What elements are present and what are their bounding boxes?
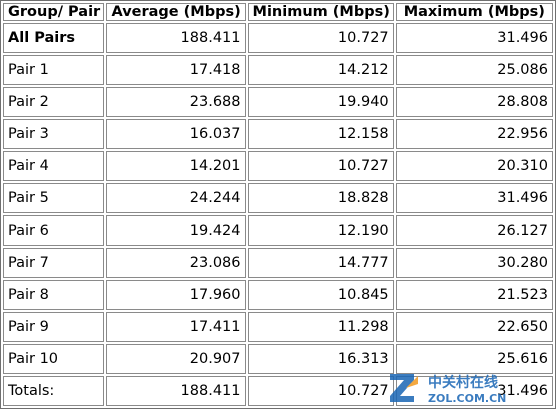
average-cell: 24.244 xyxy=(106,183,246,214)
average-cell: 14.201 xyxy=(106,151,246,182)
minimum-cell: 12.158 xyxy=(247,119,394,150)
table-row: Pair 10 20.907 16.313 25.616 xyxy=(3,343,553,374)
minimum-cell: 14.777 xyxy=(247,247,394,278)
minimum-cell: 19.940 xyxy=(247,87,394,118)
maximum-cell: 22.650 xyxy=(395,311,553,342)
average-cell: 17.960 xyxy=(106,279,246,310)
minimum-cell: 10.727 xyxy=(247,23,394,54)
row-label: Pair 6 xyxy=(3,215,105,246)
row-label: Pair 8 xyxy=(3,279,105,310)
average-cell: 17.411 xyxy=(106,311,246,342)
average-cell: 23.688 xyxy=(106,87,246,118)
maximum-cell: 22.956 xyxy=(395,119,553,150)
minimum-cell: 14.212 xyxy=(247,55,394,86)
table-row-all-pairs: All Pairs 188.411 10.727 31.496 xyxy=(3,23,553,54)
row-label: Pair 9 xyxy=(3,311,105,342)
average-cell: 16.037 xyxy=(106,119,246,150)
header-maximum: Maximum (Mbps) xyxy=(395,3,553,21)
minimum-cell: 10.727 xyxy=(247,375,394,406)
header-minimum: Minimum (Mbps) xyxy=(247,3,394,21)
maximum-cell: 31.496 xyxy=(395,23,553,54)
maximum-cell: 20.310 xyxy=(395,151,553,182)
row-label: Pair 7 xyxy=(3,247,105,278)
minimum-cell: 11.298 xyxy=(247,311,394,342)
table-row: Pair 3 16.037 12.158 22.956 xyxy=(3,119,553,150)
minimum-cell: 10.727 xyxy=(247,151,394,182)
header-group-pair: Group/ Pair xyxy=(3,3,105,21)
minimum-cell: 10.845 xyxy=(247,279,394,310)
maximum-cell: 25.616 xyxy=(395,343,553,374)
table-row: Pair 8 17.960 10.845 21.523 xyxy=(3,279,553,310)
row-label: Pair 2 xyxy=(3,87,105,118)
row-label: Pair 10 xyxy=(3,343,105,374)
maximum-cell: 28.808 xyxy=(395,87,553,118)
maximum-cell: 25.086 xyxy=(395,55,553,86)
maximum-cell: 31.496 xyxy=(395,375,553,406)
header-average: Average (Mbps) xyxy=(106,3,246,21)
table-row: Pair 6 19.424 12.190 26.127 xyxy=(3,215,553,246)
average-cell: 19.424 xyxy=(106,215,246,246)
average-cell: 17.418 xyxy=(106,55,246,86)
table-row: Pair 2 23.688 19.940 28.808 xyxy=(3,87,553,118)
table-row-totals: Totals: 188.411 10.727 31.496 xyxy=(3,375,553,406)
row-label: All Pairs xyxy=(3,23,105,54)
header-row: Group/ Pair Average (Mbps) Minimum (Mbps… xyxy=(3,3,553,21)
average-cell: 23.086 xyxy=(106,247,246,278)
minimum-cell: 12.190 xyxy=(247,215,394,246)
table-row: Pair 7 23.086 14.777 30.280 xyxy=(3,247,553,278)
minimum-cell: 16.313 xyxy=(247,343,394,374)
row-label: Pair 1 xyxy=(3,55,105,86)
table-row: Pair 1 17.418 14.212 25.086 xyxy=(3,55,553,86)
average-cell: 188.411 xyxy=(106,23,246,54)
maximum-cell: 30.280 xyxy=(395,247,553,278)
maximum-cell: 21.523 xyxy=(395,279,553,310)
row-label: Pair 3 xyxy=(3,119,105,150)
table-row: Pair 4 14.201 10.727 20.310 xyxy=(3,151,553,182)
row-label: Totals: xyxy=(3,375,105,406)
table-row: Pair 5 24.244 18.828 31.496 xyxy=(3,183,553,214)
minimum-cell: 18.828 xyxy=(247,183,394,214)
row-label: Pair 5 xyxy=(3,183,105,214)
average-cell: 188.411 xyxy=(106,375,246,406)
table-row: Pair 9 17.411 11.298 22.650 xyxy=(3,311,553,342)
maximum-cell: 26.127 xyxy=(395,215,553,246)
row-label: Pair 4 xyxy=(3,151,105,182)
average-cell: 20.907 xyxy=(106,343,246,374)
maximum-cell: 31.496 xyxy=(395,183,553,214)
